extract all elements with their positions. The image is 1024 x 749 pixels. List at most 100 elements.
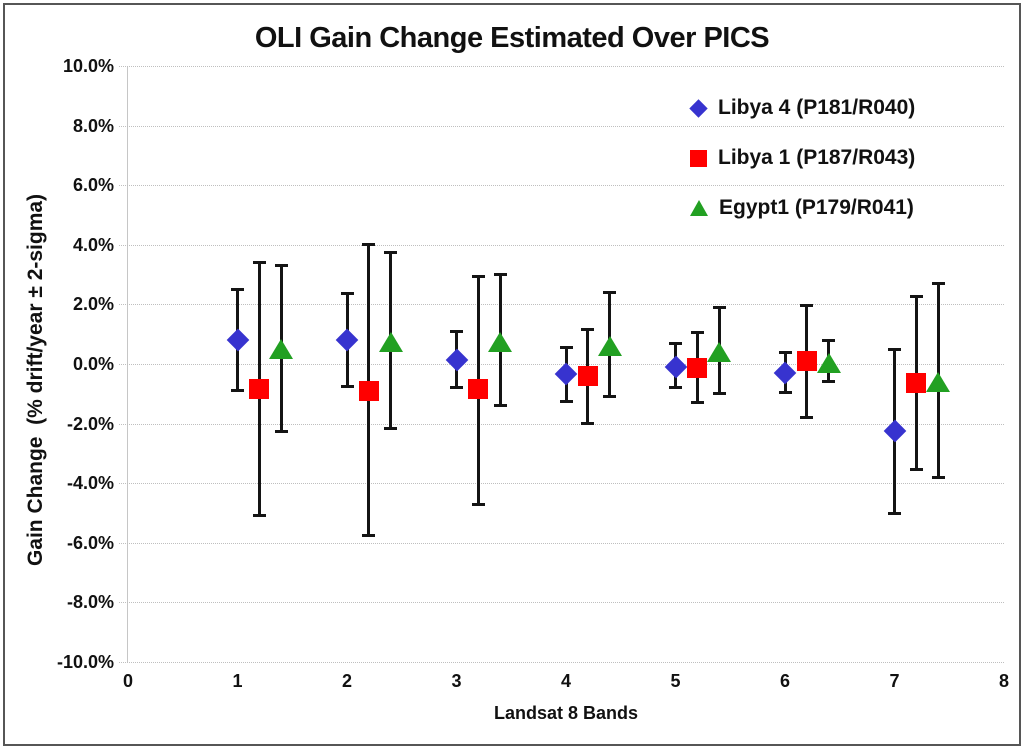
x-tick-label: 7 bbox=[889, 671, 900, 691]
error-bar-cap bbox=[450, 386, 463, 390]
error-bar-cap bbox=[471, 274, 485, 278]
y-tick-label: 0.0% bbox=[72, 354, 114, 374]
gridline bbox=[119, 662, 1004, 663]
legend-item-libya-1: Libya 1 (P187/R043) bbox=[689, 146, 915, 170]
error-bar-cap bbox=[252, 514, 266, 518]
legend-label: Libya 1 (P187/R043) bbox=[718, 146, 916, 169]
x-tick-label: 6 bbox=[779, 671, 790, 691]
error-bar-cap bbox=[603, 395, 617, 399]
data-point-square bbox=[358, 380, 379, 401]
error-bar-cap bbox=[931, 475, 945, 479]
y-tick-label: -4.0% bbox=[66, 473, 114, 494]
data-point-diamond bbox=[554, 363, 578, 386]
error-bar-cap bbox=[471, 502, 485, 506]
error-bar-cap bbox=[888, 347, 901, 351]
y-tick-label: -6.0% bbox=[66, 532, 114, 553]
data-point-square bbox=[468, 379, 489, 400]
data-point-diamond bbox=[335, 328, 359, 352]
error-bar-cap bbox=[690, 331, 704, 335]
error-bar-cap bbox=[340, 292, 354, 296]
error-bar-cap bbox=[690, 401, 704, 405]
legend-label: Egypt1 (P179/R041) bbox=[719, 196, 914, 219]
y-tick-label: -10.0% bbox=[56, 652, 114, 672]
data-point-triangle bbox=[269, 339, 294, 360]
error-bar-cap bbox=[888, 511, 901, 515]
error-bar-cap bbox=[603, 290, 617, 294]
gridline bbox=[119, 185, 1004, 187]
data-point-triangle bbox=[816, 352, 841, 373]
error-bar-cap bbox=[559, 346, 573, 350]
error-bar-cap bbox=[822, 380, 836, 384]
y-tick-label: -8.0% bbox=[66, 592, 114, 613]
legend: Libya 4 (P181/R040) Libya 1 (P187/R043) … bbox=[689, 96, 915, 220]
gridline bbox=[119, 602, 1004, 604]
y-tick-label: 4.0% bbox=[72, 234, 114, 255]
data-point-triangle bbox=[597, 336, 622, 357]
gridline bbox=[119, 364, 1004, 365]
error-bar-cap bbox=[669, 386, 682, 390]
error-bar-cap bbox=[559, 399, 573, 403]
error-bar-cap bbox=[340, 384, 354, 388]
gridline bbox=[119, 483, 1004, 485]
gridline bbox=[119, 66, 1004, 67]
error-bar-cap bbox=[909, 468, 923, 472]
legend-item-libya-4: Libya 4 (P181/R040) bbox=[689, 96, 915, 120]
x-tick-label: 8 bbox=[998, 671, 1009, 691]
error-bar-cap bbox=[800, 416, 814, 420]
error-bar-cap bbox=[909, 295, 923, 299]
data-point-diamond bbox=[664, 355, 687, 379]
x-tick-label: 0 bbox=[122, 671, 133, 691]
data-point-triangle bbox=[707, 342, 732, 363]
y-tick-label: 6.0% bbox=[72, 175, 114, 196]
x-tick-label: 5 bbox=[670, 671, 681, 691]
error-bar-cap bbox=[252, 261, 266, 265]
data-point-triangle bbox=[378, 331, 403, 352]
error-bar-cap bbox=[931, 282, 945, 286]
error-bar-cap bbox=[778, 350, 792, 354]
error-bar-cap bbox=[669, 341, 682, 345]
error-bar-cap bbox=[712, 305, 726, 309]
legend-item-egypt1: Egypt1 (P179/R041) bbox=[689, 196, 915, 220]
gridline bbox=[119, 542, 1004, 544]
data-point-square bbox=[687, 358, 708, 379]
error-bar-cap bbox=[274, 264, 288, 268]
error-bar-cap bbox=[712, 392, 726, 396]
gridline bbox=[119, 304, 1004, 306]
gridline bbox=[119, 125, 1004, 127]
data-point-diamond bbox=[773, 361, 797, 385]
x-tick-label: 3 bbox=[451, 671, 462, 691]
error-bar-cap bbox=[778, 390, 792, 394]
y-tick-label: 10.0% bbox=[62, 56, 114, 76]
legend-label: Libya 4 (P181/R040) bbox=[718, 96, 916, 119]
error-bar-cap bbox=[231, 288, 244, 291]
data-point-diamond bbox=[445, 348, 468, 371]
diamond-marker-icon bbox=[689, 98, 708, 118]
error-bar-cap bbox=[274, 429, 288, 433]
error-bar-cap bbox=[581, 328, 595, 332]
y-tick-label: -2.0% bbox=[66, 413, 114, 434]
x-tick-label: 4 bbox=[560, 671, 571, 691]
error-bar-cap bbox=[581, 422, 595, 426]
data-point-square bbox=[796, 351, 817, 372]
error-bar-cap bbox=[800, 304, 814, 308]
y-tick-label: 8.0% bbox=[72, 115, 114, 136]
data-point-triangle bbox=[926, 371, 951, 392]
error-bar-cap bbox=[384, 250, 398, 254]
triangle-marker-icon bbox=[690, 200, 708, 216]
x-tick-label: 2 bbox=[341, 671, 352, 691]
error-bar-cap bbox=[362, 243, 376, 247]
error-bar-cap bbox=[493, 404, 507, 408]
error-bar-cap bbox=[231, 389, 244, 393]
y-tick-label: 2.0% bbox=[72, 294, 114, 315]
gridline bbox=[119, 244, 1004, 246]
plot-area: Landsat 8 Bands 10.0% 8.0% 6.0% 4.0% 2.0% 0.0… bbox=[57, 56, 1009, 723]
error-bar-cap bbox=[822, 338, 836, 342]
chart-title: OLI Gain Change Estimated Over PICS bbox=[254, 22, 770, 54]
error-bar-cap bbox=[450, 329, 463, 333]
error-bar-cap bbox=[362, 533, 376, 537]
data-point-square bbox=[249, 379, 270, 400]
x-tick-label: 1 bbox=[232, 671, 243, 691]
data-point-diamond bbox=[226, 328, 249, 352]
error-bar-cap bbox=[384, 426, 398, 430]
